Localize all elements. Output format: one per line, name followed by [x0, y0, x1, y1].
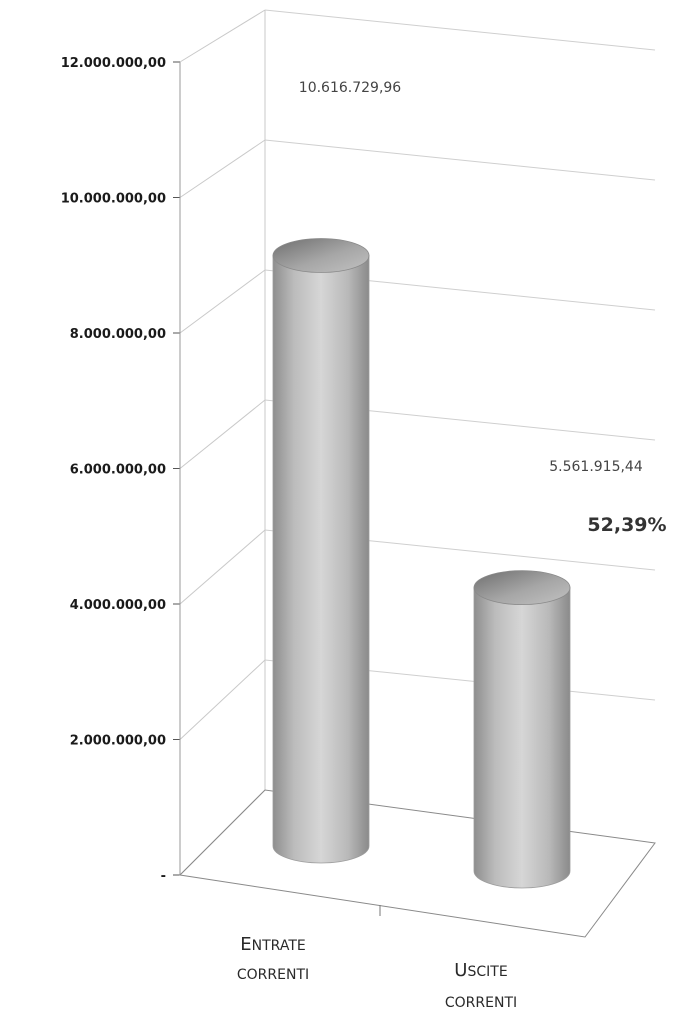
cylinder-bar-top — [473, 570, 571, 606]
x-tick-label: ENTRATE — [240, 934, 305, 955]
back-gridline — [264, 139, 656, 181]
y-tick-label: 4.000.000,00 — [70, 598, 166, 613]
side-gridline — [179, 139, 266, 198]
x-tick-label: USCITE — [454, 960, 507, 981]
side-gridline — [179, 529, 266, 605]
y-tick-label: 8.000.000,00 — [70, 327, 166, 342]
y-tick-label: - — [161, 869, 166, 884]
side-gridline — [179, 269, 266, 334]
x-tick-label-line2: CORRENTI — [445, 995, 517, 1011]
y-tick-label: 6.000.000,00 — [70, 463, 166, 478]
x-tick-label-line2: CORRENTI — [237, 967, 309, 983]
cylinder-bar-body — [473, 587, 571, 889]
back-gridline — [264, 9, 656, 51]
y-tick-label: 2.000.000,00 — [70, 734, 166, 749]
percentage-annotation: 52,39% — [587, 514, 666, 536]
y-tick-label: 12.000.000,00 — [61, 56, 166, 71]
side-gridline — [179, 399, 266, 469]
data-label: 10.616.729,96 — [299, 80, 402, 96]
data-label: 5.561.915,44 — [549, 459, 643, 475]
cylinder-bar-top — [272, 238, 370, 273]
floor-plane — [178, 789, 656, 938]
side-gridline — [179, 659, 266, 740]
y-tick-label: 10.000.000,00 — [61, 192, 166, 207]
side-gridline — [179, 9, 266, 63]
cylinder-bar-body — [272, 255, 370, 864]
